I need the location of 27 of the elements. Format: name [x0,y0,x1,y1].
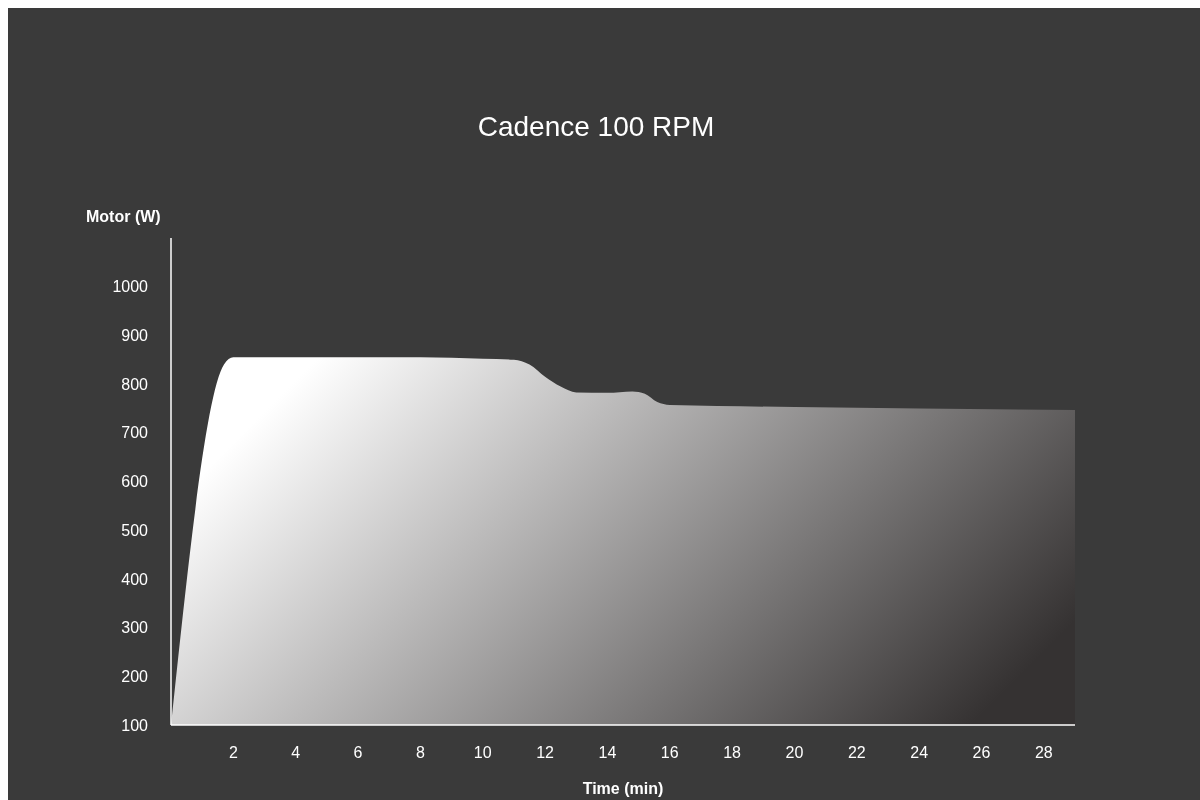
x-axis-title: Time (min) [582,780,664,797]
x-tick-label: 16 [660,744,679,761]
x-tick-label: 22 [847,744,866,761]
y-tick-label: 700 [121,424,149,442]
x-tick-label: 4 [291,744,301,761]
x-tick-label: 14 [598,744,617,761]
x-tick-label: 2 [228,744,238,761]
x-tick-label: 6 [353,744,363,761]
x-tick-label: 10 [473,744,492,761]
x-tick-label: 28 [1034,744,1053,761]
chart-title: Cadence 100 RPM [477,111,715,142]
y-tick-label: 900 [121,327,149,344]
x-tick-label: 26 [972,744,991,761]
y-axis-title: Motor (W) [86,208,161,225]
y-tick-label: 300 [121,619,149,637]
y-tick-label: 200 [121,667,149,685]
y-tick-label: 600 [121,473,149,491]
y-tick-label: 400 [121,570,149,588]
x-tick-label: 8 [415,744,425,761]
x-tick-label: 24 [910,744,929,761]
x-tick-label: 20 [785,744,804,761]
y-tick-label: 500 [121,521,149,539]
x-tick-label: 12 [536,744,555,761]
y-tick-label: 100 [121,716,149,734]
x-tick-label: 18 [723,744,742,761]
y-tick-label: 1000 [112,278,149,296]
y-tick-label: 800 [121,375,149,393]
